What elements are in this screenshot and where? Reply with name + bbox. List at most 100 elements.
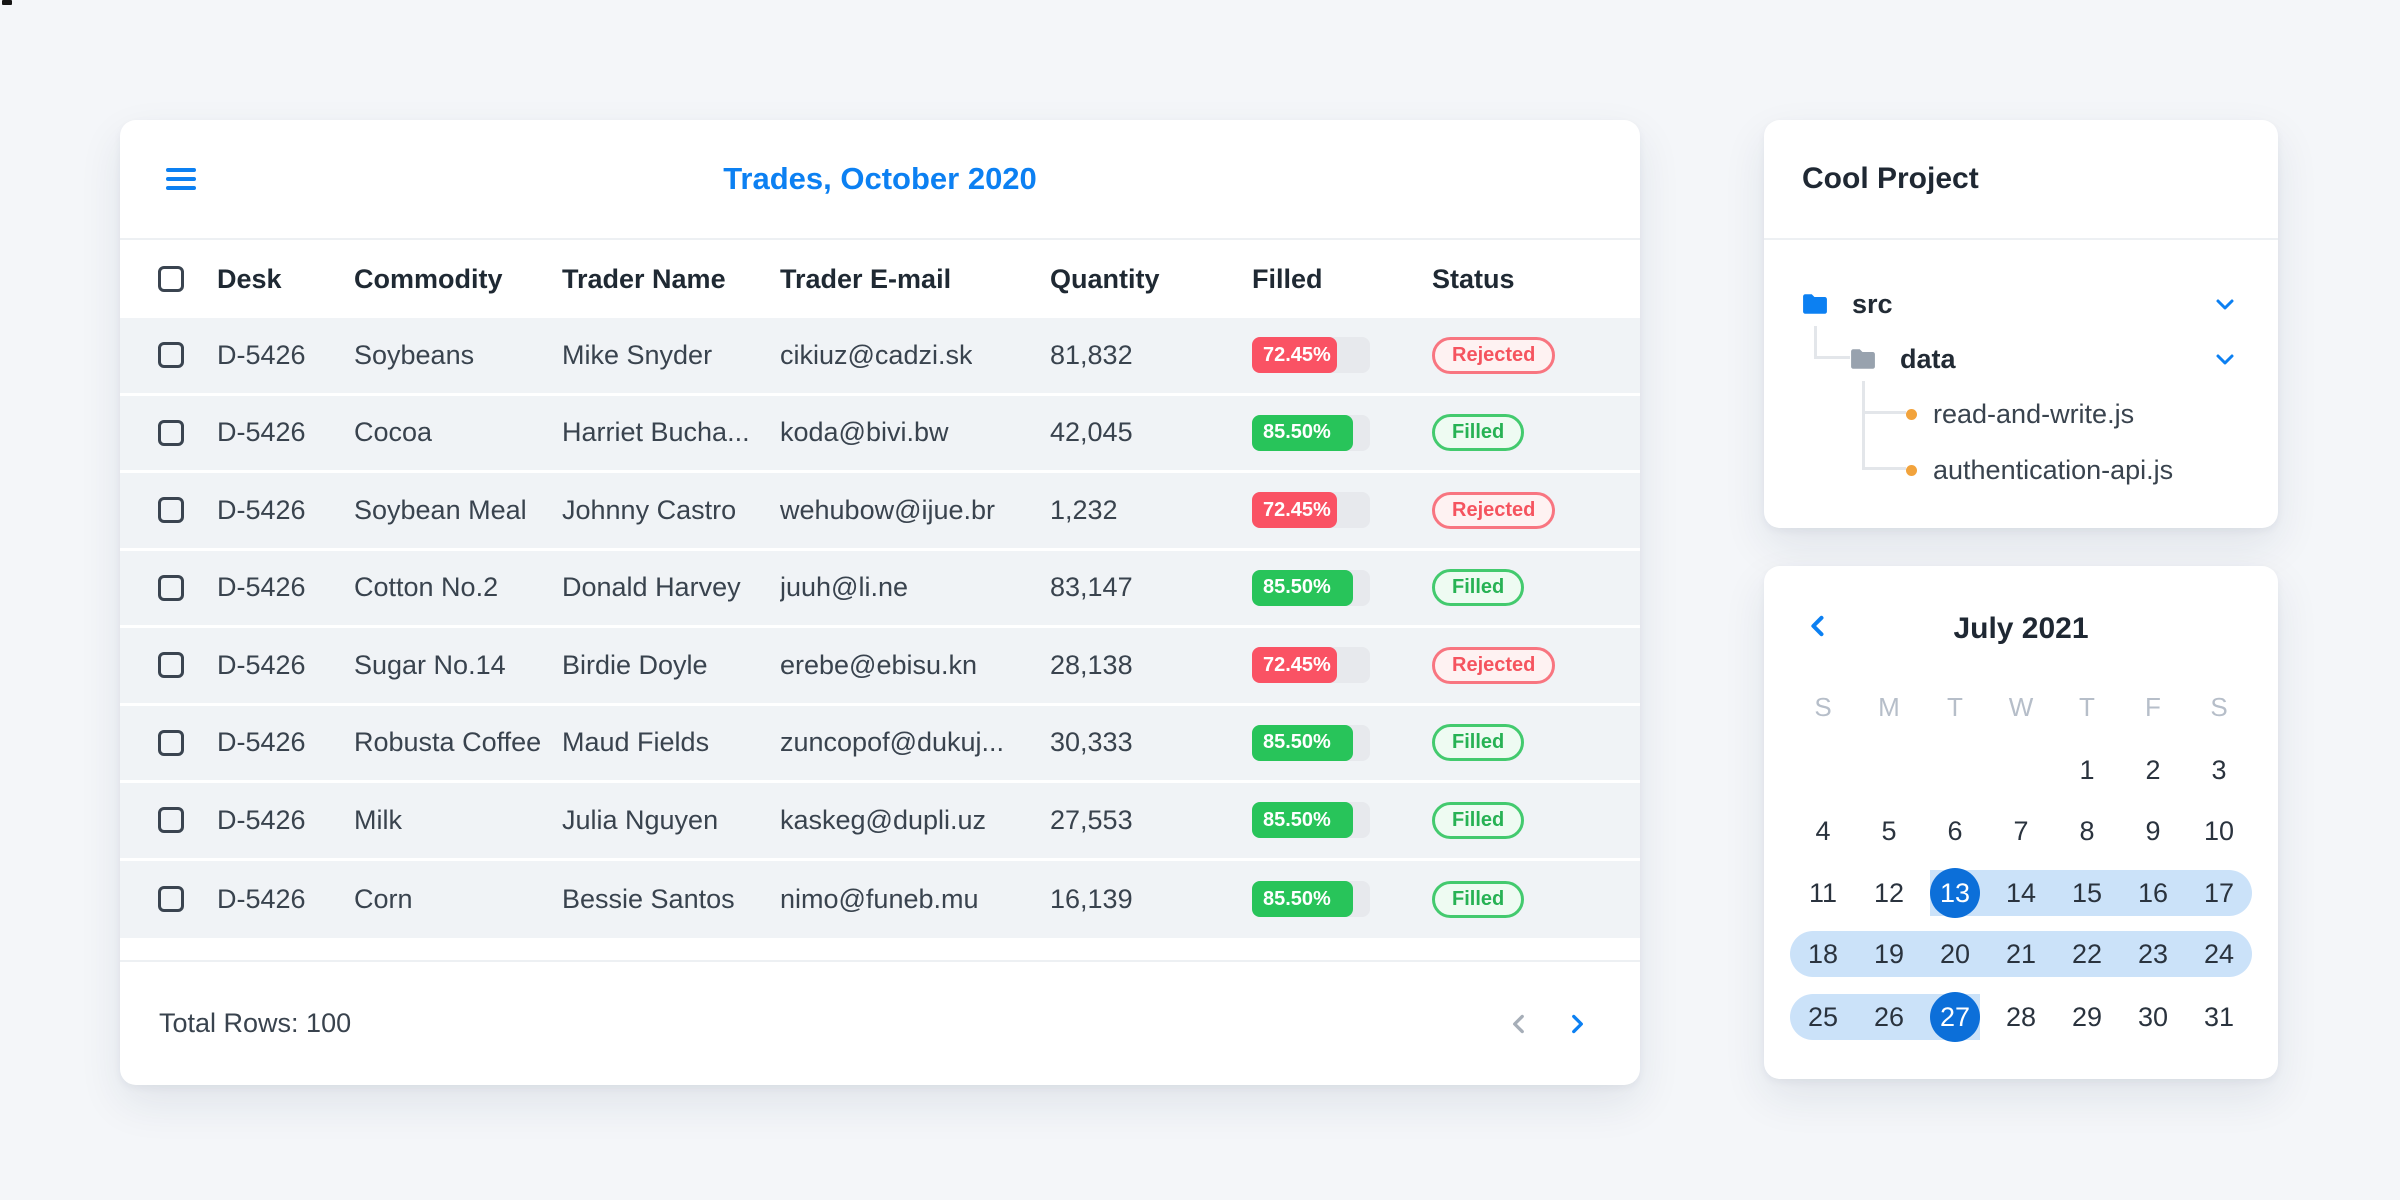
tree-item-file[interactable]: read-and-write.js: [1906, 392, 2134, 436]
trader-email-cell: koda@bivi.bw: [780, 417, 949, 448]
calendar-week-row: 4 5 6 7 8 9 10: [1790, 806, 2252, 856]
calendar-day: 13: [1939, 877, 1971, 908]
commodity-cell: Sugar No.14: [354, 649, 506, 680]
calendar-day-cell[interactable]: 26: [1856, 992, 1922, 1042]
trader-email-cell: wehubow@ijue.br: [780, 494, 996, 525]
calendar-day-cell[interactable]: 11: [1790, 868, 1856, 918]
desk-cell: D-5426: [217, 649, 306, 680]
calendar-empty-cell: [1922, 745, 1988, 795]
calendar-day-cell[interactable]: 14: [1988, 868, 2054, 918]
trader-email-cell: zuncopof@dukuj...: [780, 727, 1005, 758]
row-checkbox[interactable]: [158, 342, 184, 369]
tree-connector-line: [1862, 411, 1906, 414]
next-page-button[interactable]: [1564, 1011, 1590, 1037]
calendar-day-cell[interactable]: 12: [1856, 868, 1922, 918]
calendar-day-cell[interactable]: 27: [1922, 992, 1988, 1042]
calendar-day: 5: [1881, 815, 1897, 846]
calendar-day-cell[interactable]: 16: [2120, 868, 2186, 918]
calendar-day: 16: [2137, 877, 2169, 908]
table-row: D-5426 Soybeans Mike Snyder cikiuz@cadzi.sk…: [120, 318, 1640, 396]
row-checkbox[interactable]: [158, 729, 184, 756]
column-header-trader-name: Trader Name: [562, 263, 726, 294]
day-header: T: [1947, 692, 1963, 722]
status-badge: Filled: [1432, 724, 1525, 762]
column-header-commodity: Commodity: [354, 263, 503, 294]
trader-name-cell: Maud Fields: [562, 727, 710, 758]
chevron-down-icon[interactable]: [2213, 347, 2237, 371]
previous-page-button[interactable]: [1506, 1011, 1532, 1037]
calendar-empty-cell: [1856, 745, 1922, 795]
calendar-day: 3: [2211, 754, 2227, 785]
calendar-day: 22: [2071, 938, 2103, 969]
calendar-day-cell[interactable]: 21: [1988, 929, 2054, 979]
menu-icon[interactable]: [166, 168, 196, 190]
day-header: S: [1814, 692, 1832, 722]
progress-label: 72.45%: [1263, 343, 1331, 366]
calendar-day-cell[interactable]: 3: [2186, 745, 2252, 795]
row-checkbox[interactable]: [158, 574, 184, 601]
tree-item-file[interactable]: authentication-api.js: [1906, 448, 2173, 492]
filled-progress-bar: 72.45%: [1252, 647, 1370, 684]
calendar-day-cell[interactable]: 4: [1790, 806, 1856, 856]
calendar-day-cell[interactable]: 29: [2054, 992, 2120, 1042]
quantity-cell: 30,333: [1050, 727, 1133, 758]
calendar-day-cell[interactable]: 9: [2120, 806, 2186, 856]
row-checkbox[interactable]: [158, 652, 184, 679]
progress-fill: 85.50%: [1252, 802, 1353, 839]
calendar-day-cell[interactable]: 2: [2120, 745, 2186, 795]
calendar-day-cell[interactable]: 18: [1790, 929, 1856, 979]
calendar-prev-month-button[interactable]: [1804, 612, 1832, 640]
quantity-cell: 28,138: [1050, 649, 1133, 680]
calendar-day-cell[interactable]: 5: [1856, 806, 1922, 856]
desk-cell: D-5426: [217, 727, 306, 758]
calendar-day-cell[interactable]: 8: [2054, 806, 2120, 856]
calendar-day-cell[interactable]: 28: [1988, 992, 2054, 1042]
calendar-day-cell[interactable]: 13: [1922, 868, 1988, 918]
progress-label: 85.50%: [1263, 887, 1331, 910]
calendar-day-cell[interactable]: 24: [2186, 929, 2252, 979]
progress-fill: 85.50%: [1252, 414, 1353, 451]
row-checkbox[interactable]: [158, 886, 184, 913]
calendar-day-cell[interactable]: 7: [1988, 806, 2054, 856]
select-all-checkbox[interactable]: [158, 266, 184, 292]
progress-fill: 85.50%: [1252, 569, 1353, 606]
calendar-day: 27: [1939, 1001, 1971, 1032]
calendar-day-cell[interactable]: 20: [1922, 929, 1988, 979]
progress-fill: 72.45%: [1252, 492, 1338, 529]
table-row: D-5426 Cocoa Harriet Bucha... koda@bivi.bw 4…: [120, 395, 1640, 473]
table-footer: Total Rows: 100: [120, 960, 1640, 1085]
calendar-day-cell[interactable]: 23: [2120, 929, 2186, 979]
tree-item-data[interactable]: data: [1850, 337, 1956, 381]
row-checkbox[interactable]: [158, 419, 184, 446]
chevron-down-icon[interactable]: [2213, 292, 2237, 316]
file-bullet-icon: [1906, 464, 1917, 476]
commodity-cell: Cotton No.2: [354, 572, 499, 603]
tree-item-src[interactable]: src: [1802, 282, 1893, 326]
calendar-day: 18: [1807, 938, 1839, 969]
calendar-day-cell[interactable]: 25: [1790, 992, 1856, 1042]
calendar-day-cell[interactable]: 6: [1922, 806, 1988, 856]
column-header-filled: Filled: [1252, 263, 1323, 294]
selected-day-circle: [1930, 868, 1980, 918]
row-checkbox[interactable]: [158, 497, 184, 524]
column-header-status: Status: [1432, 263, 1515, 294]
calendar-day-cell[interactable]: 15: [2054, 868, 2120, 918]
calendar-day-cell[interactable]: 22: [2054, 929, 2120, 979]
calendar-day-cell[interactable]: 19: [1856, 929, 1922, 979]
calendar-day: 28: [2005, 1001, 2037, 1032]
trader-name-cell: Donald Harvey: [562, 572, 741, 603]
calendar-day-cell[interactable]: 31: [2186, 992, 2252, 1042]
trader-name-cell: Johnny Castro: [562, 494, 737, 525]
desk-cell: D-5426: [217, 339, 306, 370]
calendar-day-cell[interactable]: 30: [2120, 992, 2186, 1042]
row-checkbox[interactable]: [158, 807, 184, 834]
commodity-cell: Soybeans: [354, 339, 475, 370]
calendar-day: 7: [2013, 815, 2029, 846]
calendar-day-cell[interactable]: 10: [2186, 806, 2252, 856]
calendar-day-cell[interactable]: 1: [2054, 745, 2120, 795]
calendar-day-cell[interactable]: 17: [2186, 868, 2252, 918]
file-label: authentication-api.js: [1933, 454, 2174, 485]
selected-day-circle: [1930, 992, 1980, 1042]
table-row: D-5426 Milk Julia Nguyen kaskeg@dupli.uz 27,…: [120, 783, 1640, 861]
desk-cell: D-5426: [217, 883, 306, 914]
